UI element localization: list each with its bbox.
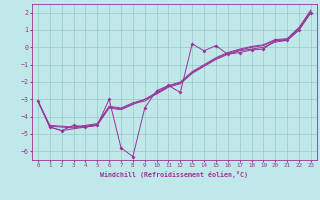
X-axis label: Windchill (Refroidissement éolien,°C): Windchill (Refroidissement éolien,°C)	[100, 171, 248, 178]
